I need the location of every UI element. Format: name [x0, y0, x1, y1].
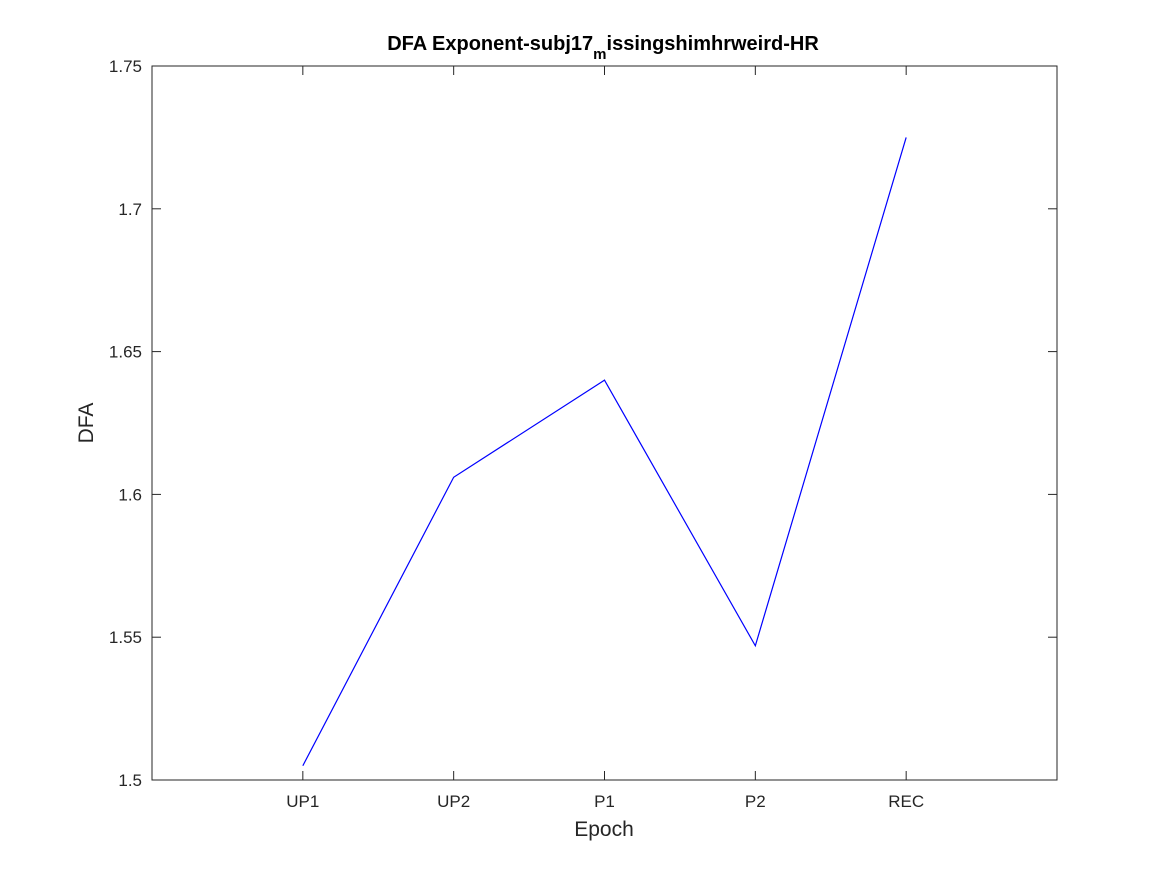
- x-tick-label: REC: [888, 792, 924, 811]
- chart-title-rest: issingshimhrweird-HR: [607, 33, 820, 55]
- series-layer: [302, 137, 907, 766]
- series-line: [302, 137, 907, 766]
- chart-title: DFA Exponent-subj17missingshimhrweird-HR: [387, 33, 819, 63]
- y-tick-label: 1.5: [118, 771, 142, 790]
- x-tick-label: P1: [594, 792, 615, 811]
- x-tick-label: UP2: [437, 792, 470, 811]
- x-tick-label: P2: [745, 792, 766, 811]
- y-axis-label: DFA: [75, 403, 98, 444]
- chart-title-subscript: m: [593, 46, 606, 63]
- y-tick-label: 1.55: [109, 628, 142, 647]
- y-tick-labels: 1.5 1.55 1.6 1.65 1.7 1.75: [109, 57, 142, 790]
- y-tick-label: 1.65: [109, 343, 142, 362]
- plot-background: [152, 66, 1057, 780]
- x-tick-labels: UP1 UP2 P1 P2 REC: [286, 792, 924, 811]
- x-tick-marks: [302, 66, 907, 780]
- y-tick-label: 1.75: [109, 57, 142, 76]
- y-tick-label: 1.6: [118, 485, 142, 504]
- x-tick-label: UP1: [286, 792, 319, 811]
- chart-title-main: DFA Exponent-subj17: [387, 33, 593, 55]
- y-tick-label: 1.7: [118, 200, 142, 219]
- x-axis-label: Epoch: [574, 818, 634, 841]
- axes-box: [151, 65, 1058, 781]
- plot-area: [151, 65, 1058, 781]
